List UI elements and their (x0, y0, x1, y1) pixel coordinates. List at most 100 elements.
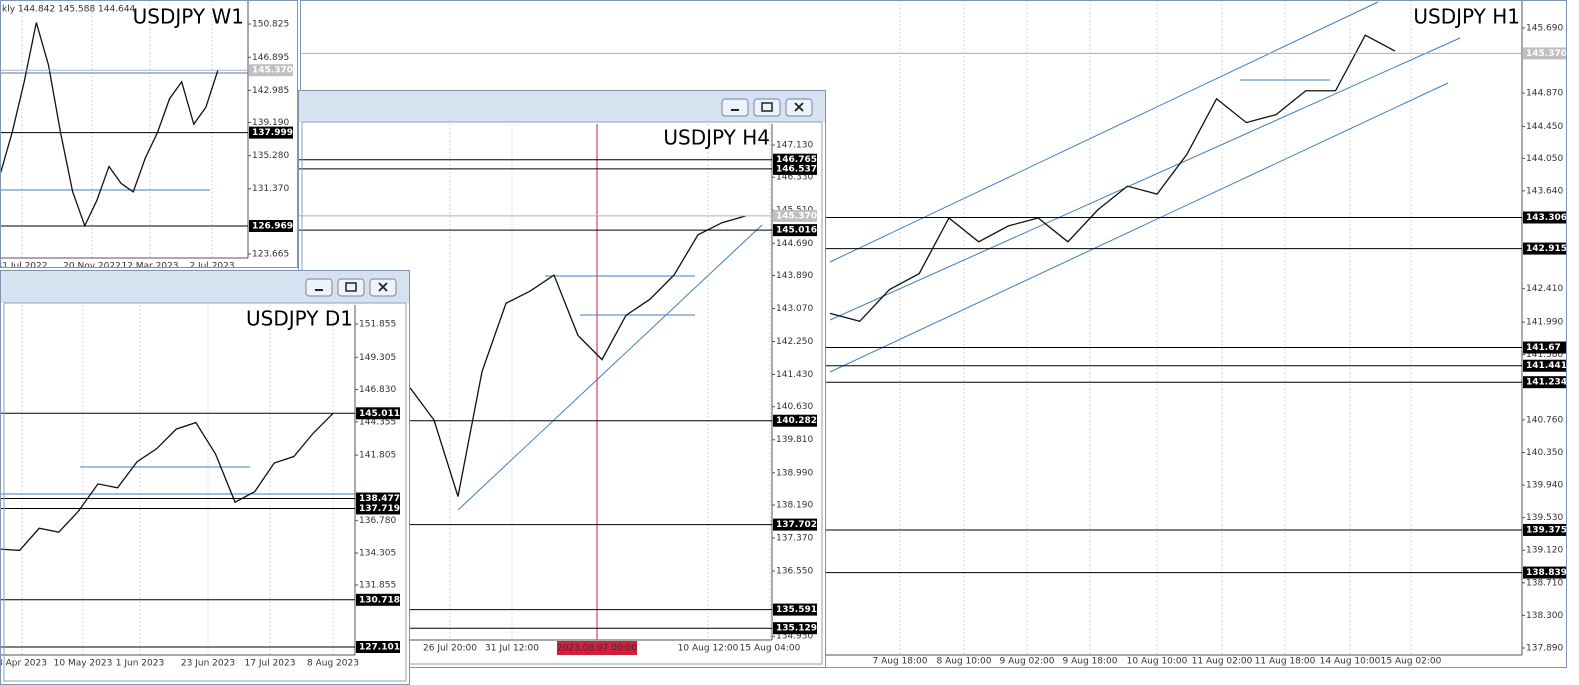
tick-label: 144.690 (776, 239, 813, 249)
tick-label: 144.870 (1526, 89, 1563, 99)
tick-label: 143.890 (776, 271, 813, 281)
current-price-box (1523, 47, 1567, 60)
tick-label: 144.050 (1526, 154, 1563, 164)
level-box (356, 407, 400, 420)
time-label: 10 May 2023 (54, 659, 113, 669)
level-box (1523, 523, 1567, 536)
window-border (0, 0, 298, 268)
tick-label: 131.370 (252, 184, 289, 194)
tick-label: 137.890 (1526, 644, 1563, 654)
chart-title: USDJPY H1 (1413, 5, 1520, 29)
time-label: 2 Jul 2023 (189, 262, 234, 272)
time-label: 8 Aug 10:00 (937, 657, 992, 667)
current-price-label: 145.370 (776, 211, 817, 221)
level-box (773, 153, 817, 166)
trend-line (457, 224, 763, 511)
time-marker-box (557, 641, 637, 655)
tick-label: 144.450 (1526, 122, 1563, 132)
level-label: 142.915 (1526, 244, 1567, 254)
time-marker-label: 2023.08.07 00:00 (557, 644, 638, 654)
current-price-label: 145.370 (1526, 49, 1567, 59)
time-label: 20 Nov 2022 (63, 262, 121, 272)
level-label: 143.306 (1526, 213, 1567, 223)
level-box (356, 502, 400, 515)
price-line (0, 22, 219, 228)
minimize-button[interactable] (721, 98, 749, 117)
trend-line (829, 1, 1379, 263)
chart-window: 31 Jul 2022 20 Nov 2022 12 Mar 2023 2 Jul 2… (0, 0, 298, 272)
trend-line (829, 82, 1449, 373)
button-icon (761, 102, 773, 112)
level-label: 137.999 (252, 128, 293, 138)
time-label: 8 Aug 2023 (307, 659, 359, 669)
tick-label: 150.825 (252, 20, 289, 30)
level-box (1523, 376, 1567, 389)
tick-label: 145.690 (1526, 23, 1563, 33)
button-icon (378, 282, 388, 292)
level-label: 145.011 (359, 409, 400, 419)
level-box (249, 126, 293, 139)
window-inner-border (3, 302, 407, 682)
minimize-button[interactable] (305, 278, 333, 297)
level-label: 130.718 (359, 595, 400, 605)
button-icon (345, 282, 357, 292)
chart-title: USDJPY H4 (663, 126, 770, 150)
tick-label: 149.305 (359, 353, 396, 363)
time-label: 9 Aug 02:00 (1000, 657, 1055, 667)
time-label: 10 Aug 12:00 (678, 644, 739, 654)
level-label: 139.375 (1526, 525, 1567, 535)
level-label: 137.702 (776, 520, 817, 530)
tick-label: 135.280 (252, 151, 289, 161)
level-label: 138.839 (1526, 568, 1567, 578)
tick-label: 131.855 (359, 580, 396, 590)
tick-label: 141.580 (1526, 350, 1563, 360)
maximize-button[interactable] (337, 278, 365, 297)
current-price-box (249, 64, 293, 77)
tick-label: 140.350 (1526, 448, 1563, 458)
level-label: 141.234 (1526, 378, 1567, 388)
time-label: 11 Aug 18:00 (1255, 657, 1316, 667)
level-box (1523, 566, 1567, 579)
time-label: 12 Mar 2023 (121, 262, 178, 272)
tick-label: 137.370 (776, 533, 813, 543)
level-box (773, 224, 817, 237)
time-label: 1 Jun 2023 (116, 659, 164, 669)
chart-title: USDJPY W1 (133, 5, 244, 29)
tick-label: 140.630 (776, 402, 813, 412)
time-label: 7 Aug 18:00 (873, 657, 928, 667)
tick-label: 141.430 (776, 370, 813, 380)
tick-label: 134.305 (359, 548, 396, 558)
tick-label: 136.780 (359, 516, 396, 526)
time-label: 31 Jul 12:00 (485, 644, 539, 654)
time-label: 9 Aug 18:00 (1063, 657, 1118, 667)
tick-label: 142.250 (776, 337, 813, 347)
tick-label: 138.710 (1526, 578, 1563, 588)
level-label: 135.129 (776, 624, 817, 634)
tick-label: 146.895 (252, 53, 289, 63)
level-box (1523, 341, 1567, 354)
level-label: 135.591 (776, 605, 817, 615)
time-label: 23 Jun 2023 (181, 659, 235, 669)
tick-label: 138.300 (1526, 611, 1563, 621)
tick-label: 142.410 (1526, 284, 1563, 294)
level-label: 141.441 (1526, 361, 1567, 371)
level-box (249, 220, 293, 233)
tick-label: 139.190 (252, 118, 289, 128)
level-box (356, 593, 400, 606)
price-line (829, 34, 1396, 323)
tick-label: 138.990 (776, 468, 813, 478)
trend-line (829, 37, 1461, 321)
ohlc-info: kly 144.842 145.588 144.644 (2, 5, 136, 15)
tick-label: 136.550 (776, 566, 813, 576)
tick-label: 146.830 (359, 385, 396, 395)
time-label: 11 Aug 02:00 (1192, 657, 1253, 667)
tick-label: 143.070 (776, 304, 813, 314)
time-label: 10 Aug 10:00 (1127, 657, 1188, 667)
level-box (773, 518, 817, 531)
level-label: 145.016 (776, 226, 817, 236)
tick-label: 143.640 (1526, 186, 1563, 196)
level-box (773, 603, 817, 616)
tick-label: 139.530 (1526, 513, 1563, 523)
maximize-button[interactable] (753, 98, 781, 117)
tick-label: 141.805 (359, 451, 396, 461)
